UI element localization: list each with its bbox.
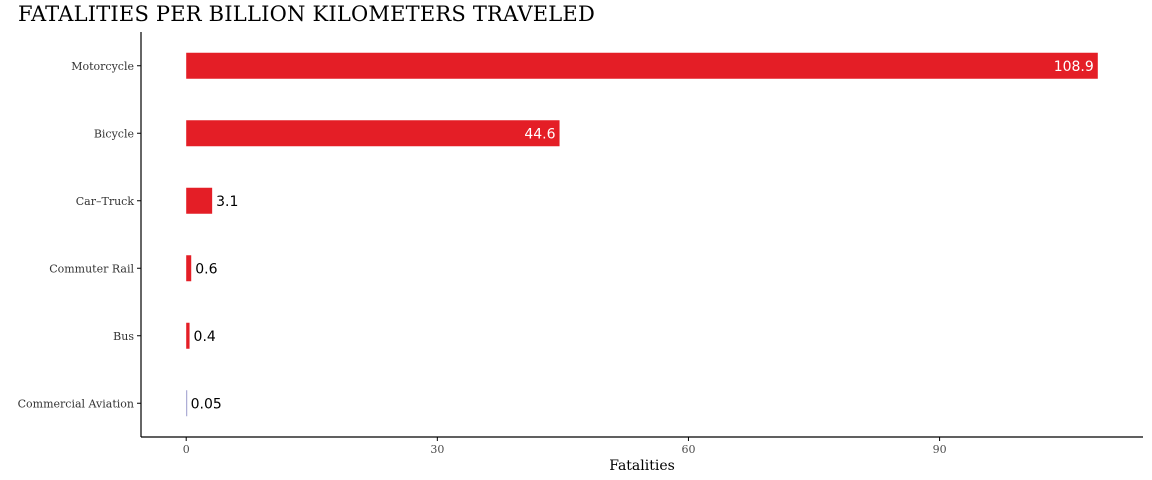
- category-label-commuter-rail: Commuter Rail: [49, 262, 134, 275]
- data-labels-group: 108.9 44.6 3.1 0.6 0.4 0.05: [191, 59, 1094, 413]
- data-label-car-truck: 3.1: [216, 194, 238, 210]
- chart-title: FATALITIES PER BILLION KILOMETERS TRAVEL…: [18, 2, 595, 26]
- data-label-commercial-aviation: 0.05: [191, 396, 222, 412]
- category-label-commercial-aviation: Commercial Aviation: [18, 397, 134, 410]
- bar-bicycle: [186, 120, 560, 147]
- bar-bus: [186, 322, 190, 349]
- data-label-bicycle: 44.6: [524, 126, 555, 142]
- category-labels-group: Motorcycle Bicycle Car–Truck Commuter Rail B…: [18, 60, 141, 410]
- data-label-bus: 0.4: [194, 329, 216, 345]
- data-label-motorcycle: 108.9: [1054, 59, 1094, 75]
- category-label-bicycle: Bicycle: [94, 127, 134, 140]
- category-label-motorcycle: Motorcycle: [71, 60, 134, 73]
- x-tick-label-30: 30: [430, 443, 444, 456]
- bar-motorcycle: [186, 52, 1098, 79]
- x-axis-title: Fatalities: [609, 458, 675, 474]
- x-tick-label-60: 60: [681, 443, 695, 456]
- category-label-bus: Bus: [113, 330, 134, 343]
- bar-car-truck: [186, 187, 213, 214]
- bar-commercial-aviation: [186, 390, 188, 417]
- x-tick-label-0: 0: [183, 443, 190, 456]
- bar-commuter-rail: [186, 255, 192, 282]
- bars-group: [186, 52, 1098, 417]
- category-label-car-truck: Car–Truck: [76, 195, 135, 208]
- x-tick-label-90: 90: [933, 443, 947, 456]
- data-label-commuter-rail: 0.6: [195, 261, 217, 277]
- x-ticks-group: 0 30 60 90: [183, 437, 947, 456]
